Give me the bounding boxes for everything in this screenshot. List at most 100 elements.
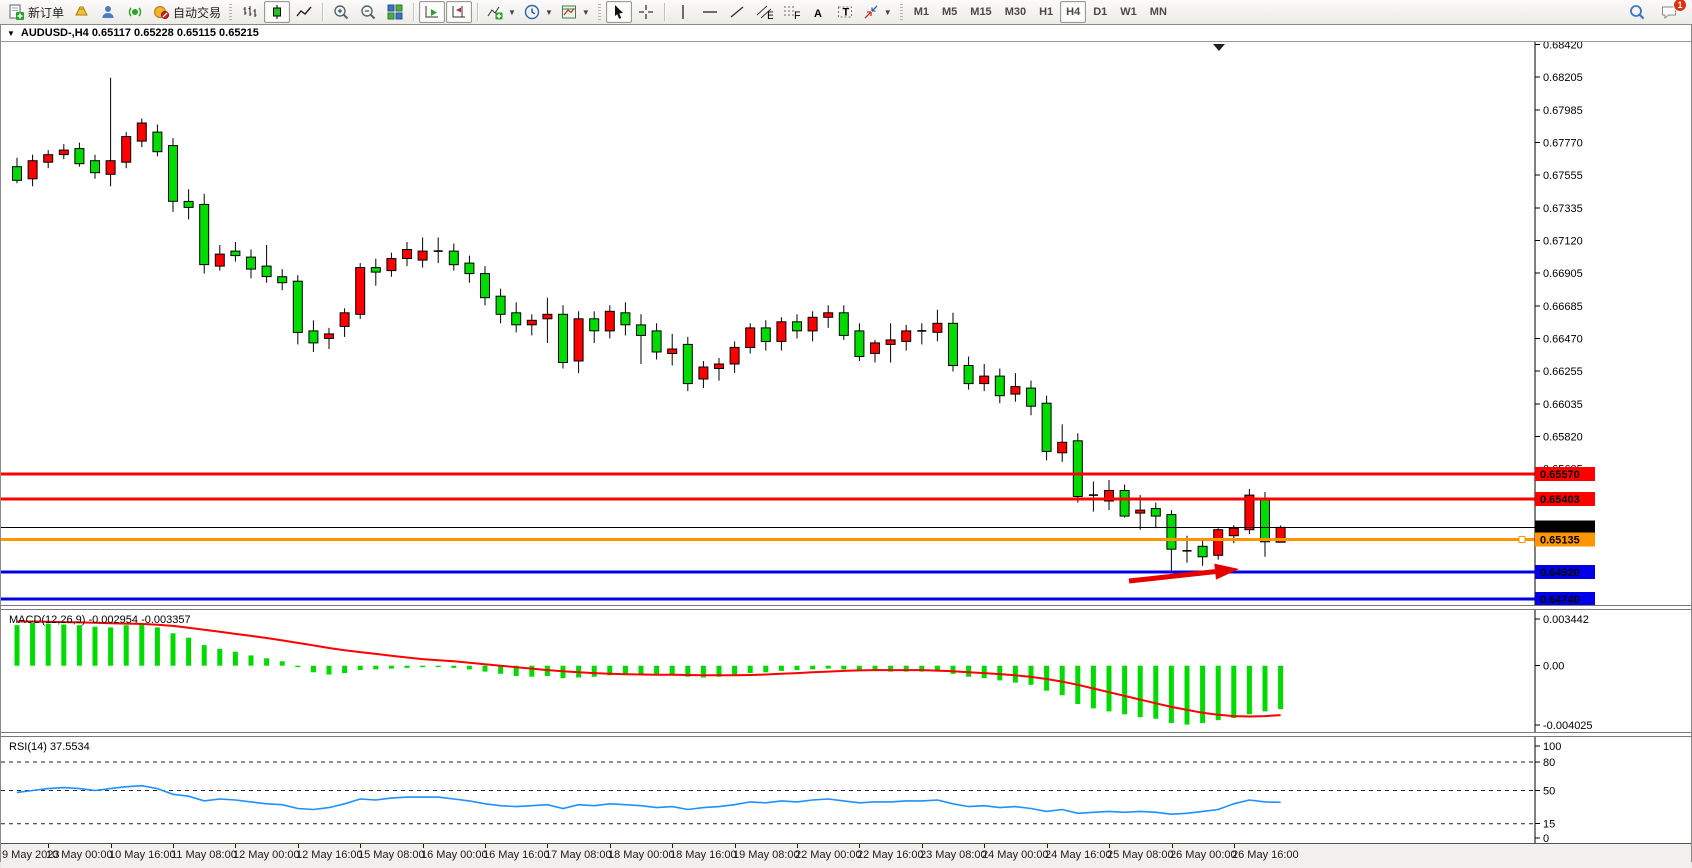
time-label: 25 May 08:00	[1107, 849, 1174, 861]
chart-title: AUDUSD-,H4 0.65117 0.65228 0.65115 0.652…	[21, 27, 259, 39]
autotrading-button-label: 自动交易	[173, 4, 221, 21]
time-label: 11 May 08:00	[171, 849, 237, 861]
channel-icon: E	[755, 3, 773, 21]
zoom-in-button[interactable]	[328, 1, 354, 23]
rsi-tick-label: 80	[1543, 757, 1555, 769]
autoscroll-icon	[423, 3, 441, 21]
market-depth-button[interactable]	[68, 1, 94, 23]
tf-m1-button-label: M1	[911, 6, 932, 18]
chevron-down-icon[interactable]: ▼	[545, 8, 553, 17]
price-tick-label: 0.67335	[1543, 203, 1583, 215]
chart-collapse-icon[interactable]: ▼	[7, 29, 15, 38]
candle-chart-button[interactable]	[264, 1, 290, 23]
toolbar-drag-handle[interactable]	[598, 4, 601, 20]
time-tick	[1109, 844, 1110, 848]
price-line-label: 0.64740	[1540, 594, 1580, 605]
time-tick	[1047, 844, 1048, 848]
rsi-tick-label: 50	[1543, 786, 1555, 798]
tf-m5-button[interactable]: M5	[936, 1, 963, 23]
price-scale[interactable]: 0.684200.682050.679850.677700.675550.673…	[1535, 42, 1595, 605]
main-chart-canvas[interactable]: 0.684200.682050.679850.677700.675550.673…	[1, 42, 1692, 605]
horizontal-line-button[interactable]	[697, 1, 723, 23]
tf-m15-button[interactable]: M15	[964, 1, 997, 23]
price-line-label: 0.65570	[1540, 469, 1580, 481]
time-tick	[48, 844, 49, 848]
price-tick-label: 0.67770	[1543, 138, 1583, 150]
new-order-icon	[7, 3, 25, 21]
text-label-button[interactable]: T	[832, 1, 858, 23]
horizontal-line-objects[interactable]	[1, 474, 1535, 599]
periods-button[interactable]: ▼	[520, 1, 556, 23]
notification-badge: 1	[1673, 0, 1687, 12]
tf-h1-button[interactable]: H1	[1033, 1, 1059, 23]
autotrading-button[interactable]: 自动交易	[149, 1, 224, 23]
new-order-button-label: 新订单	[28, 4, 64, 21]
time-label: 12 May 00:00	[233, 849, 300, 861]
toolbar-drag-handle[interactable]	[229, 4, 232, 20]
svg-text:A: A	[814, 8, 822, 20]
candle-icon	[268, 3, 286, 21]
line-chart-button[interactable]	[291, 1, 317, 23]
clock-icon	[523, 3, 541, 21]
price-line-label: 0.64920	[1540, 567, 1580, 579]
tf-m5-button-label: M5	[939, 6, 960, 18]
person-icon	[99, 3, 117, 21]
price-tick-label: 0.67555	[1543, 170, 1583, 182]
toolbar-drag-handle[interactable]	[900, 4, 903, 20]
templates-button[interactable]: ▼	[557, 1, 593, 23]
signals-button[interactable]	[122, 1, 148, 23]
new-order-button[interactable]: 新订单	[4, 1, 67, 23]
price-tick-label: 0.67120	[1543, 236, 1583, 248]
time-tick	[547, 844, 548, 848]
toolbar-group-scroll	[419, 1, 472, 23]
toolbar-group-zoom	[328, 1, 408, 23]
tile-windows-button[interactable]	[382, 1, 408, 23]
time-tick	[672, 844, 673, 848]
chevron-down-icon[interactable]: ▼	[582, 8, 590, 17]
toolbar-separator	[413, 3, 414, 21]
hline-icon	[701, 3, 719, 21]
vertical-line-button[interactable]	[670, 1, 696, 23]
bars-icon	[241, 3, 259, 21]
svg-text:T: T	[842, 7, 849, 19]
chevron-down-icon[interactable]: ▼	[508, 8, 516, 17]
channel-button[interactable]: E	[751, 1, 777, 23]
time-label: 24 May 16:00	[1045, 849, 1112, 861]
bar-chart-button[interactable]	[237, 1, 263, 23]
tf-h4-button[interactable]: H4	[1060, 1, 1086, 23]
tf-d1-button[interactable]: D1	[1087, 1, 1113, 23]
tf-w1-button[interactable]: W1	[1114, 1, 1143, 23]
autoscroll-button[interactable]	[419, 1, 445, 23]
price-line-label: 0.65403	[1540, 494, 1580, 506]
time-tick	[485, 844, 486, 848]
indicators-button[interactable]: ▼	[483, 1, 519, 23]
time-label: 26 May 16:00	[1232, 849, 1299, 861]
trendline-button[interactable]	[724, 1, 750, 23]
tf-m30-button[interactable]: M30	[999, 1, 1032, 23]
price-tick-label: 0.66035	[1543, 399, 1583, 411]
text-button[interactable]: A	[805, 1, 831, 23]
arrows-button[interactable]: ▼	[859, 1, 895, 23]
price-tick-label: 0.66685	[1543, 301, 1583, 313]
community-button[interactable]	[95, 1, 121, 23]
time-label: 10 May 00:00	[46, 849, 113, 861]
tf-m1-button[interactable]: M1	[908, 1, 935, 23]
tf-mn-button[interactable]: MN	[1144, 1, 1173, 23]
time-label: 19 May 08:00	[733, 849, 800, 861]
chart-shift-button[interactable]	[446, 1, 472, 23]
chat-button[interactable]: 1	[1656, 1, 1682, 23]
cursor-button[interactable]	[606, 1, 632, 23]
zoom-out-button[interactable]	[355, 1, 381, 23]
time-tick	[360, 844, 361, 848]
chart-shift-marker[interactable]	[1213, 44, 1225, 51]
search-button[interactable]	[1624, 1, 1650, 23]
fibonacci-button[interactable]: F	[778, 1, 804, 23]
chevron-down-icon[interactable]: ▼	[884, 8, 892, 17]
crosshair-button[interactable]	[633, 1, 659, 23]
